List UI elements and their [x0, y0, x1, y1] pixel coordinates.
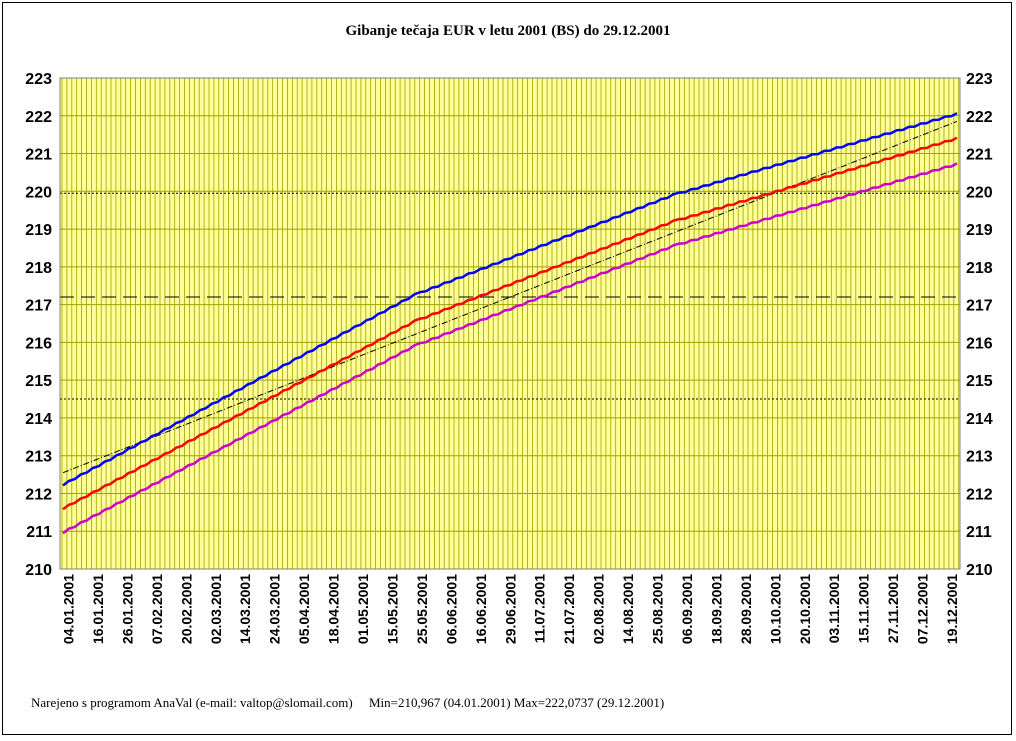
- y-tick-label-left: 215: [25, 373, 52, 390]
- reference-lines: [60, 192, 960, 400]
- x-tick-label: 19.12.2001: [944, 574, 960, 644]
- x-tick-label: 02.08.2001: [591, 574, 607, 644]
- x-tick-label: 29.06.2001: [502, 574, 518, 644]
- y-tick-label-right: 222: [966, 109, 993, 126]
- footer-min-max: Min=210,967 (04.01.2001) Max=222,0737 (2…: [368, 695, 665, 710]
- x-tick-label: 03.11.2001: [826, 574, 842, 644]
- series-group: [62, 112, 958, 535]
- y-tick-label-right: 221: [966, 147, 993, 164]
- footer-made-with: Narejeno s programom AnaVal (e-mail: val…: [31, 695, 353, 710]
- footer: Narejeno s programom AnaVal (e-mail: val…: [31, 695, 664, 711]
- y-tick-label-left: 219: [25, 222, 52, 239]
- y-tick-label-left: 223: [25, 71, 52, 88]
- series-line-3: [62, 162, 958, 535]
- y-tick-label-right: 213: [966, 449, 993, 466]
- x-tick-label: 18.04.2001: [326, 574, 342, 644]
- y-tick-label-right: 218: [966, 260, 993, 277]
- plot-area: [60, 78, 960, 569]
- y-tick-label-left: 218: [25, 260, 52, 277]
- plot-border: [59, 77, 961, 570]
- x-tick-label: 06.06.2001: [443, 574, 459, 644]
- y-tick-label-right: 210: [966, 562, 993, 579]
- y-tick-label-right: 212: [966, 486, 993, 503]
- x-tick-label: 20.02.2001: [178, 574, 194, 644]
- x-tick-label: 26.01.2001: [119, 574, 135, 644]
- x-tick-label: 27.11.2001: [885, 574, 901, 644]
- series-line-1: [62, 112, 958, 487]
- x-tick-label: 14.08.2001: [620, 574, 636, 644]
- y-tick-label-left: 211: [26, 524, 52, 541]
- x-tick-label: 21.07.2001: [561, 574, 577, 644]
- x-tick-label: 24.03.2001: [267, 574, 283, 644]
- y-tick-label-left: 210: [25, 562, 52, 579]
- y-tick-label-left: 220: [25, 184, 52, 201]
- y-tick-label-left: 212: [25, 486, 52, 503]
- x-tick-label: 07.02.2001: [149, 574, 165, 644]
- x-tick-label: 11.07.2001: [532, 574, 548, 644]
- y-tick-label-left: 216: [25, 335, 52, 352]
- x-tick-labels: 04.01.2001 16.01.2001 26.01.2001 07.02.2001…: [61, 574, 961, 644]
- y-tick-label-left: 217: [25, 298, 52, 315]
- x-tick-label: 14.03.2001: [237, 574, 253, 644]
- y-tick-label-right: 211: [966, 524, 992, 541]
- y-tick-label-left: 213: [25, 449, 52, 466]
- y-tick-label-right: 219: [966, 222, 993, 239]
- series-line-2: [62, 136, 958, 511]
- x-tick-label: 04.01.2001: [61, 574, 77, 644]
- y-tick-label-right: 215: [966, 373, 993, 390]
- x-tick-label: 06.09.2001: [679, 574, 695, 644]
- y-tick-label-left: 214: [25, 411, 52, 428]
- vertical-gridlines: [61, 78, 960, 569]
- y-tick-label-right: 220: [966, 184, 993, 201]
- x-tick-label: 10.10.2001: [767, 574, 783, 644]
- chart-title: Gibanje tečaja EUR v letu 2001 (BS) do 2…: [345, 23, 671, 39]
- x-tick-label: 15.05.2001: [384, 574, 400, 644]
- x-tick-label: 07.12.2001: [915, 574, 931, 644]
- x-tick-label: 25.08.2001: [650, 574, 666, 644]
- y-tick-label-right: 214: [966, 411, 993, 428]
- x-tick-label: 18.09.2001: [708, 574, 724, 644]
- x-tick-label: 28.09.2001: [738, 574, 754, 644]
- trend-line-group: [62, 120, 958, 474]
- y-tick-labels: 223 223 222 222 221 221 220 220 219 219 218 218 217 2…: [25, 71, 993, 579]
- x-tick-label: 16.06.2001: [473, 574, 489, 644]
- y-tick-label-right: 217: [966, 298, 993, 315]
- y-tick-label-left: 222: [25, 109, 52, 126]
- x-tick-label: 20.10.2001: [797, 574, 813, 644]
- x-tick-label: 25.05.2001: [414, 574, 430, 644]
- y-tick-label-right: 223: [966, 71, 993, 88]
- x-tick-label: 05.04.2001: [296, 574, 312, 644]
- x-tick-label: 15.11.2001: [856, 574, 872, 644]
- x-tick-label: 01.05.2001: [355, 574, 371, 644]
- x-tick-label: 02.03.2001: [208, 574, 224, 644]
- trend-line: [62, 120, 958, 474]
- y-tick-label-left: 221: [25, 147, 52, 164]
- x-tick-label: 16.01.2001: [90, 574, 106, 644]
- y-tick-label-right: 216: [966, 335, 993, 352]
